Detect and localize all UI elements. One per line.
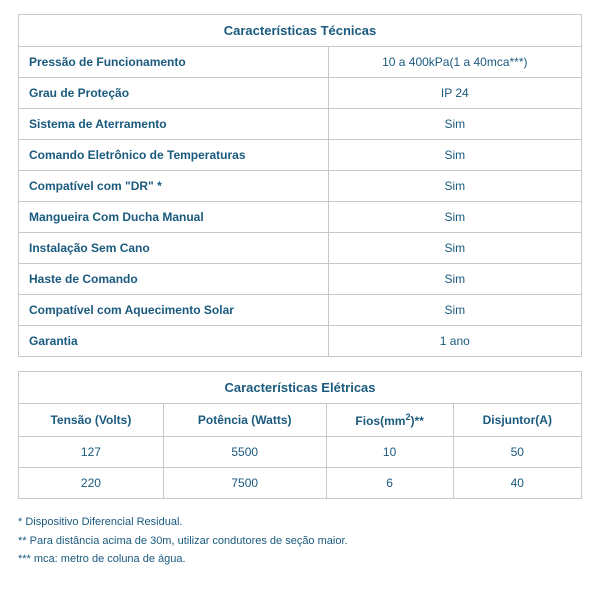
tech-value: Sim bbox=[328, 140, 581, 171]
footnotes: * Dispositivo Diferencial Residual.** Pa… bbox=[18, 513, 582, 569]
elec-columns-row: Tensão (Volts)Potência (Watts)Fios(mm2)*… bbox=[19, 404, 582, 437]
tech-row: Compatível com Aquecimento SolarSim bbox=[19, 295, 582, 326]
tech-value: Sim bbox=[328, 171, 581, 202]
tech-title: Características Técnicas bbox=[19, 15, 582, 47]
tech-value: Sim bbox=[328, 295, 581, 326]
tech-label: Haste de Comando bbox=[19, 264, 329, 295]
elec-header-row: Características Elétricas bbox=[19, 372, 582, 404]
tech-header-row: Características Técnicas bbox=[19, 15, 582, 47]
tech-row: Haste de ComandoSim bbox=[19, 264, 582, 295]
footnote: *** mca: metro de coluna de água. bbox=[18, 550, 582, 569]
tech-value: 10 a 400kPa(1 a 40mca***) bbox=[328, 47, 581, 78]
tech-label: Comando Eletrônico de Temperaturas bbox=[19, 140, 329, 171]
tech-label: Sistema de Aterramento bbox=[19, 109, 329, 140]
tech-label: Compatível com Aquecimento Solar bbox=[19, 295, 329, 326]
elec-row: 2207500640 bbox=[19, 468, 582, 499]
footnote: ** Para distância acima de 30m, utilizar… bbox=[18, 532, 582, 551]
elec-row: 12755001050 bbox=[19, 437, 582, 468]
tech-row: Grau de ProteçãoIP 24 bbox=[19, 78, 582, 109]
tech-value: Sim bbox=[328, 109, 581, 140]
tech-row: Mangueira Com Ducha ManualSim bbox=[19, 202, 582, 233]
elec-column-header: Potência (Watts) bbox=[163, 404, 326, 437]
elec-cell: 6 bbox=[326, 468, 453, 499]
tech-row: Compatível com "DR" *Sim bbox=[19, 171, 582, 202]
elec-cell: 7500 bbox=[163, 468, 326, 499]
elec-title: Características Elétricas bbox=[19, 372, 582, 404]
tech-label: Pressão de Funcionamento bbox=[19, 47, 329, 78]
tech-value: IP 24 bbox=[328, 78, 581, 109]
tech-label: Instalação Sem Cano bbox=[19, 233, 329, 264]
tech-value: 1 ano bbox=[328, 326, 581, 357]
elec-column-header: Disjuntor(A) bbox=[453, 404, 581, 437]
tech-label: Grau de Proteção bbox=[19, 78, 329, 109]
footnote: * Dispositivo Diferencial Residual. bbox=[18, 513, 582, 532]
elec-column-header: Fios(mm2)** bbox=[326, 404, 453, 437]
elec-cell: 5500 bbox=[163, 437, 326, 468]
tech-row: Comando Eletrônico de TemperaturasSim bbox=[19, 140, 582, 171]
tech-row: Sistema de AterramentoSim bbox=[19, 109, 582, 140]
tech-label: Mangueira Com Ducha Manual bbox=[19, 202, 329, 233]
elec-cell: 127 bbox=[19, 437, 164, 468]
tech-row: Garantia1 ano bbox=[19, 326, 582, 357]
elec-table: Características Elétricas Tensão (Volts)… bbox=[18, 371, 582, 499]
elec-cell: 10 bbox=[326, 437, 453, 468]
tech-value: Sim bbox=[328, 202, 581, 233]
tech-value: Sim bbox=[328, 233, 581, 264]
elec-column-header: Tensão (Volts) bbox=[19, 404, 164, 437]
tech-label: Garantia bbox=[19, 326, 329, 357]
tech-table: Características Técnicas Pressão de Func… bbox=[18, 14, 582, 357]
tech-value: Sim bbox=[328, 264, 581, 295]
tech-row: Pressão de Funcionamento10 a 400kPa(1 a … bbox=[19, 47, 582, 78]
elec-cell: 50 bbox=[453, 437, 581, 468]
tech-row: Instalação Sem CanoSim bbox=[19, 233, 582, 264]
tech-label: Compatível com "DR" * bbox=[19, 171, 329, 202]
elec-cell: 40 bbox=[453, 468, 581, 499]
elec-cell: 220 bbox=[19, 468, 164, 499]
